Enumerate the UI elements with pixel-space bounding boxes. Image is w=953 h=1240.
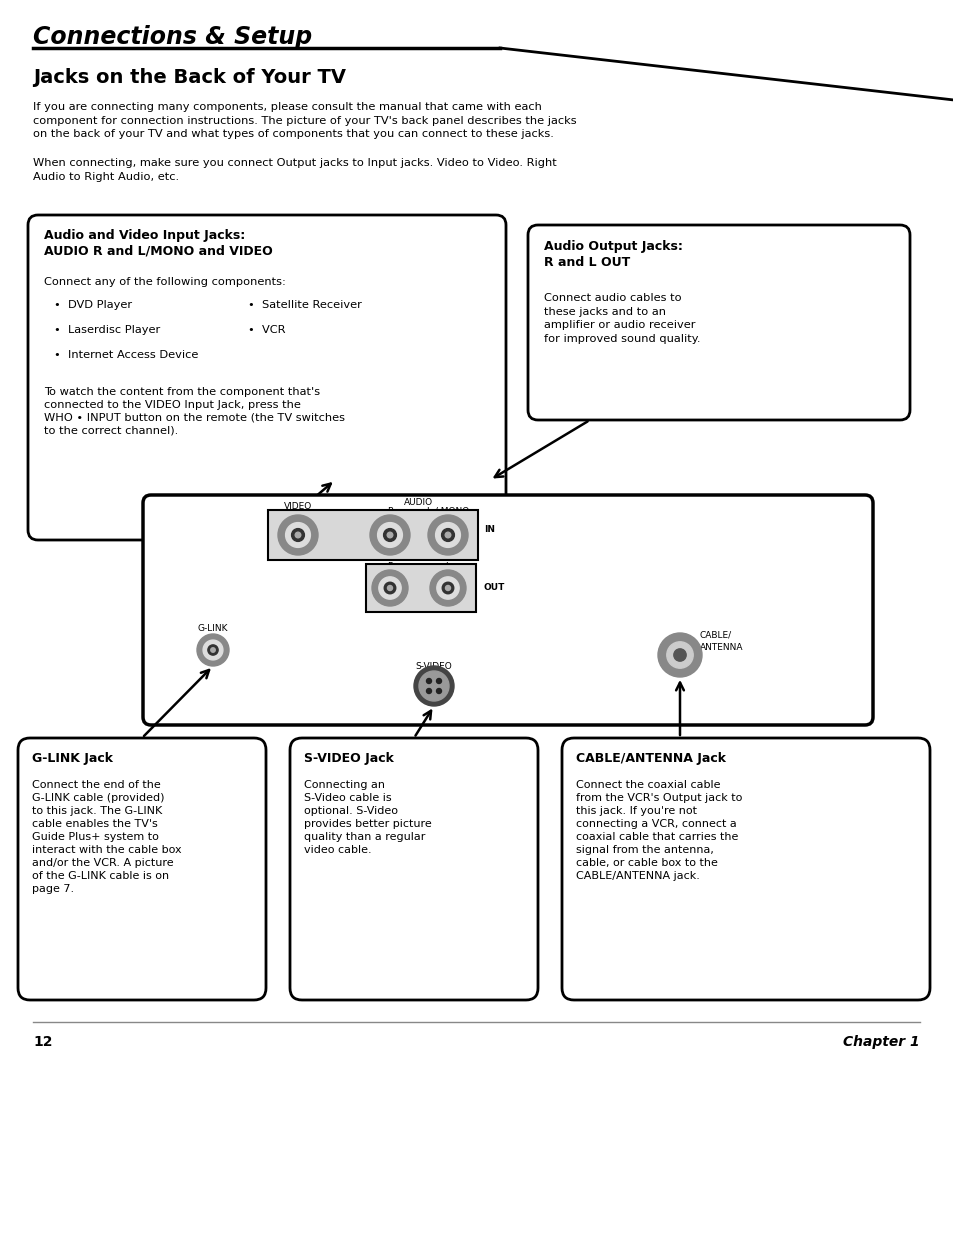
Circle shape [387, 532, 393, 538]
Text: CABLE/: CABLE/ [700, 630, 731, 639]
Text: Connecting an
S-Video cable is
optional. S-Video
provides better picture
quality: Connecting an S-Video cable is optional.… [304, 780, 432, 856]
Text: Connections & Setup: Connections & Setup [33, 25, 312, 50]
Text: Audio and Video Input Jacks:
AUDIO R and L/MONO and VIDEO: Audio and Video Input Jacks: AUDIO R and… [44, 229, 273, 258]
Circle shape [436, 678, 441, 683]
Circle shape [442, 583, 454, 594]
Text: Connect audio cables to
these jacks and to an
amplifier or audio receiver
for im: Connect audio cables to these jacks and … [543, 293, 700, 343]
Text: •  VCR: • VCR [248, 325, 285, 335]
FancyBboxPatch shape [143, 495, 872, 725]
Text: R: R [387, 507, 393, 516]
Text: G-LINK: G-LINK [197, 624, 228, 632]
Text: AUDIO: AUDIO [403, 498, 432, 507]
Text: R: R [387, 562, 393, 570]
Text: •  Laserdisc Player: • Laserdisc Player [54, 325, 160, 335]
Circle shape [378, 577, 401, 599]
FancyBboxPatch shape [527, 224, 909, 420]
Text: •  Internet Access Device: • Internet Access Device [54, 350, 198, 360]
Circle shape [445, 585, 450, 590]
FancyBboxPatch shape [290, 738, 537, 999]
Text: G-LINK Jack: G-LINK Jack [32, 751, 112, 765]
Text: Chapter 1: Chapter 1 [842, 1035, 919, 1049]
Circle shape [430, 570, 465, 606]
Text: VIDEO: VIDEO [284, 502, 312, 511]
Circle shape [372, 570, 408, 606]
Text: L / MONO: L / MONO [426, 507, 469, 516]
Circle shape [208, 645, 218, 655]
Circle shape [370, 515, 410, 556]
Circle shape [441, 528, 454, 542]
Text: Jacks on the Back of Your TV: Jacks on the Back of Your TV [33, 68, 346, 87]
Circle shape [383, 528, 396, 542]
Text: Connect the coaxial cable
from the VCR's Output jack to
this jack. If you're not: Connect the coaxial cable from the VCR's… [576, 780, 741, 882]
Circle shape [436, 688, 441, 693]
Circle shape [418, 671, 449, 701]
Text: OUT: OUT [483, 584, 505, 593]
Text: L: L [445, 562, 450, 570]
Text: (back panel): (back panel) [148, 570, 254, 585]
Circle shape [673, 649, 685, 661]
Circle shape [426, 688, 431, 693]
Text: CABLE/ANTENNA Jack: CABLE/ANTENNA Jack [576, 751, 725, 765]
Bar [268, 510, 477, 560]
Circle shape [414, 666, 454, 706]
FancyBboxPatch shape [561, 738, 929, 999]
Text: Connect the end of the
G-LINK cable (provided)
to this jack. The G-LINK
cable en: Connect the end of the G-LINK cable (pro… [32, 780, 181, 894]
Circle shape [294, 532, 300, 538]
Text: When connecting, make sure you connect Output jacks to Input jacks. Video to Vid: When connecting, make sure you connect O… [33, 157, 557, 181]
Circle shape [387, 585, 392, 590]
Text: S-VIDEO: S-VIDEO [416, 662, 452, 671]
Text: •  Satellite Receiver: • Satellite Receiver [248, 300, 361, 310]
Text: Connect any of the following components:: Connect any of the following components: [44, 277, 286, 286]
Circle shape [211, 647, 215, 652]
Text: 12: 12 [33, 1035, 52, 1049]
Text: To watch the content from the component that's
connected to the VIDEO Input Jack: To watch the content from the component … [44, 387, 345, 435]
Circle shape [384, 583, 395, 594]
Text: If you are connecting many components, please consult the manual that came with : If you are connecting many components, p… [33, 102, 576, 139]
Circle shape [377, 522, 402, 547]
Circle shape [428, 515, 468, 556]
Text: S-VIDEO Jack: S-VIDEO Jack [304, 751, 394, 765]
Circle shape [436, 577, 458, 599]
Text: Audio Output Jacks:
R and L OUT: Audio Output Jacks: R and L OUT [543, 241, 682, 269]
Circle shape [445, 532, 451, 538]
Circle shape [203, 640, 223, 660]
Text: IN: IN [483, 526, 495, 534]
Circle shape [285, 522, 310, 547]
FancyBboxPatch shape [18, 738, 266, 999]
Circle shape [277, 515, 317, 556]
Circle shape [658, 632, 701, 677]
Circle shape [292, 528, 304, 542]
Circle shape [426, 678, 431, 683]
Circle shape [666, 642, 693, 668]
FancyBboxPatch shape [28, 215, 505, 539]
Circle shape [436, 522, 460, 547]
Text: •  DVD Player: • DVD Player [54, 300, 132, 310]
Text: ANTENNA: ANTENNA [700, 644, 742, 652]
Bar [366, 564, 476, 613]
Circle shape [196, 634, 229, 666]
Text: TV: TV [148, 551, 170, 565]
